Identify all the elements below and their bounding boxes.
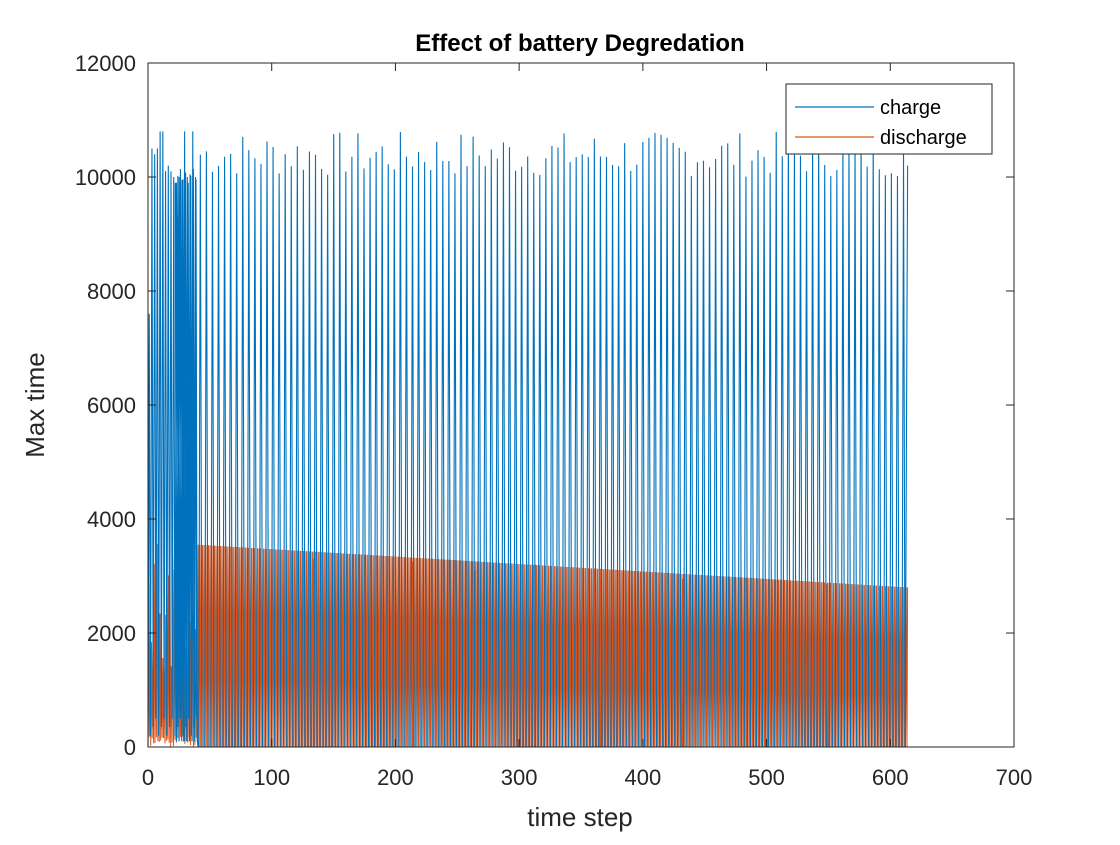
x-tick-label: 200 <box>377 765 414 790</box>
y-tick-label: 0 <box>124 735 136 760</box>
y-tick-label: 6000 <box>87 393 136 418</box>
y-tick-label: 8000 <box>87 279 136 304</box>
x-tick-label: 500 <box>748 765 785 790</box>
legend-box <box>785 83 993 155</box>
y-tick-label: 12000 <box>75 51 136 76</box>
x-tick-label: 600 <box>872 765 909 790</box>
y-axis-label: Max time <box>20 352 50 457</box>
x-tick-label: 100 <box>253 765 290 790</box>
charge-series <box>147 131 909 748</box>
x-tick-label: 0 <box>142 765 154 790</box>
charge-line <box>147 131 909 748</box>
x-tick-label: 300 <box>501 765 538 790</box>
legend-discharge-label: discharge <box>880 127 967 149</box>
x-tick-label: 700 <box>996 765 1033 790</box>
legend: charge discharge <box>785 83 993 155</box>
y-tick-label: 10000 <box>75 165 136 190</box>
legend-charge-label: charge <box>880 97 941 119</box>
y-axis-ticks: 0 2000 4000 6000 8000 10000 12000 <box>75 51 1014 760</box>
x-axis-label: time step <box>527 802 633 832</box>
chart-title: Effect of battery Degredation <box>415 30 744 57</box>
x-axis-ticks: 0 100 200 300 400 500 600 700 <box>142 63 1032 790</box>
x-tick-label: 400 <box>624 765 661 790</box>
y-tick-label: 2000 <box>87 621 136 646</box>
y-tick-label: 4000 <box>87 507 136 532</box>
